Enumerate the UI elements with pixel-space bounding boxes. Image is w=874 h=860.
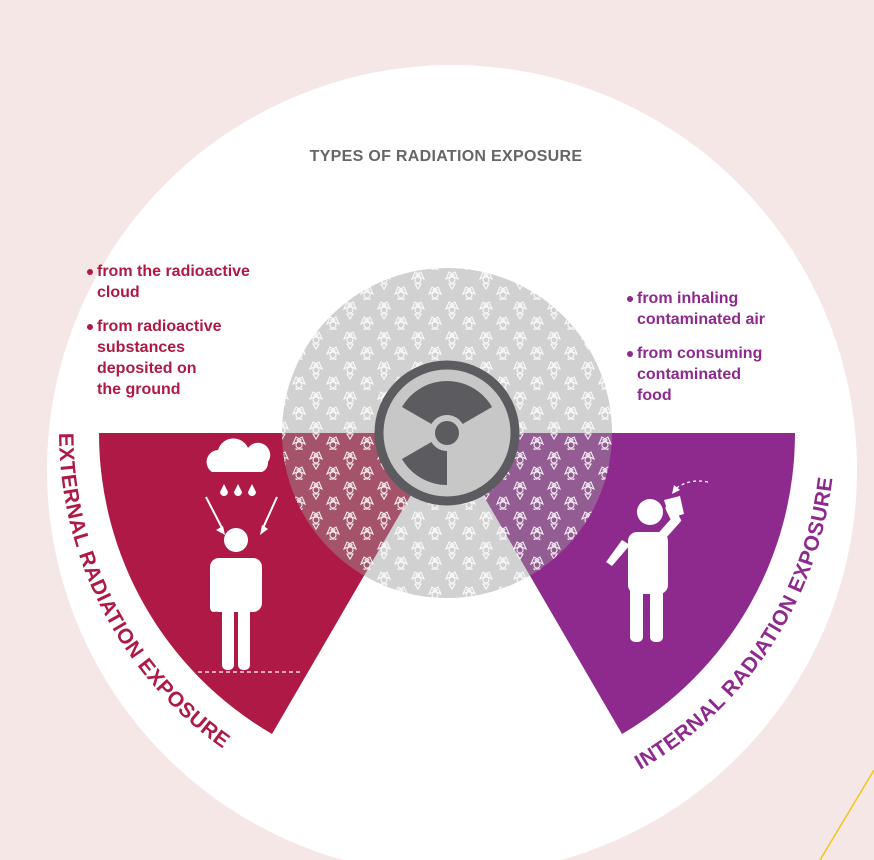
title: TYPES OF RADIATION EXPOSURE xyxy=(0,148,874,166)
infographic: EXTERNAL RADIATION EXPOSURE INTERNAL RAD… xyxy=(0,0,874,860)
source-line: contaminated air xyxy=(637,309,765,330)
source-line: cloud xyxy=(97,282,250,303)
bullet xyxy=(87,269,93,275)
source-line: from radioactive xyxy=(97,316,221,337)
page: EXTERNAL RADIATION EXPOSURE INTERNAL RAD… xyxy=(0,0,874,860)
bullet xyxy=(627,351,633,357)
bullet xyxy=(627,296,633,302)
accent-line xyxy=(820,770,874,860)
source-line: food xyxy=(637,385,762,406)
bullet xyxy=(87,324,93,330)
source-line: contaminated xyxy=(637,364,762,385)
source-line: from the radioactive xyxy=(97,261,250,282)
source-line: the ground xyxy=(97,379,221,400)
source-line: substances xyxy=(97,337,221,358)
source-line: from inhaling xyxy=(637,288,765,309)
source-line: deposited on xyxy=(97,358,221,379)
source-line: from consuming xyxy=(637,343,762,364)
